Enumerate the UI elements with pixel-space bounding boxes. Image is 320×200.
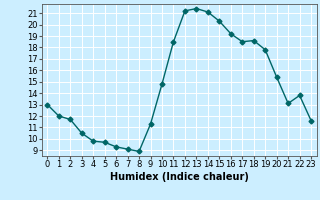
X-axis label: Humidex (Indice chaleur): Humidex (Indice chaleur): [110, 172, 249, 182]
